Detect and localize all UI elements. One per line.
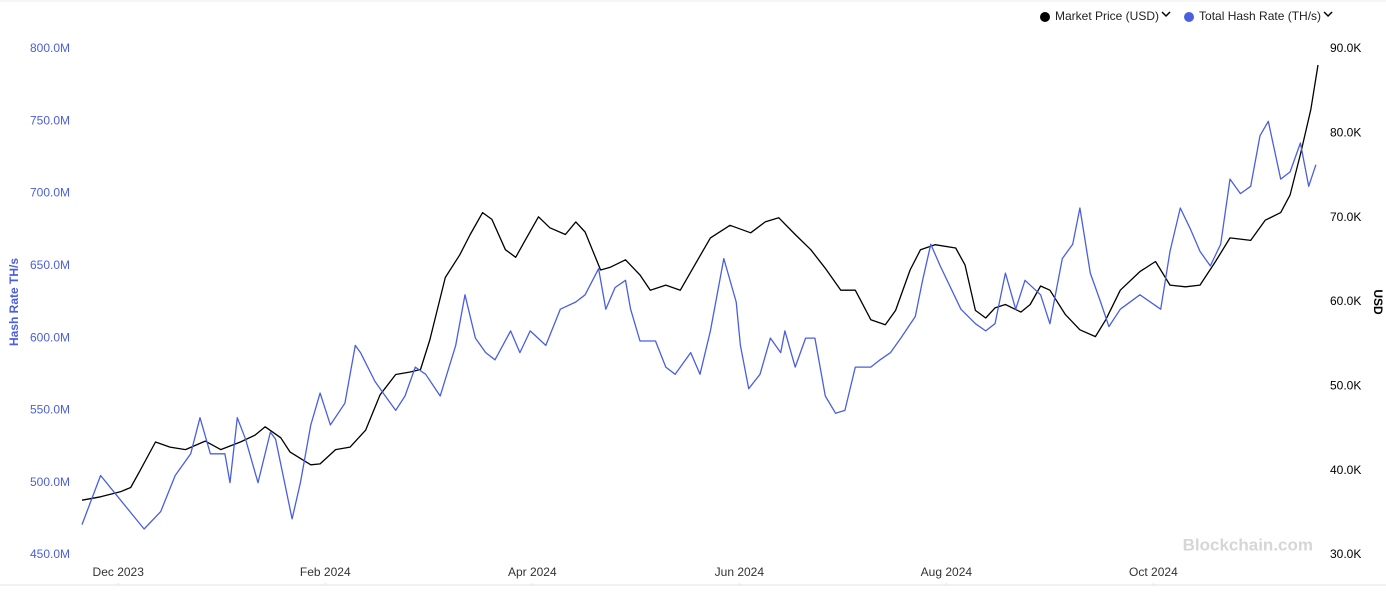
- y-tick-label: 550.0M: [30, 403, 70, 417]
- y2-tick-label: 80.0K: [1330, 126, 1361, 140]
- legend-chevron[interactable]: [1323, 11, 1333, 18]
- y2-tick-label: 40.0K: [1330, 463, 1361, 477]
- y-tick-label: 500.0M: [30, 475, 70, 489]
- x-tick-label: Apr 2024: [508, 565, 557, 579]
- x-tick-label: Feb 2024: [300, 565, 351, 579]
- series-line: [81, 120, 1317, 530]
- y2-tick-label: 50.0K: [1330, 379, 1361, 393]
- y-tick-label: 600.0M: [30, 330, 70, 344]
- series-line: [81, 64, 1319, 501]
- y-tick-label: 650.0M: [30, 258, 70, 272]
- y-tick-label: 450.0M: [30, 547, 70, 561]
- y2-tick-label: 90.0K: [1330, 41, 1361, 55]
- y-tick-label: 700.0M: [30, 186, 70, 200]
- y-tick-label: 750.0M: [30, 113, 70, 127]
- y2-tick-label: 60.0K: [1330, 294, 1361, 308]
- y2-tick-label: 30.0K: [1330, 547, 1361, 561]
- watermark: Blockchain.com: [1183, 535, 1313, 554]
- y2-axis-title: USD: [1371, 289, 1385, 315]
- x-tick-label: Aug 2024: [921, 565, 973, 579]
- y2-tick-label: 70.0K: [1330, 210, 1361, 224]
- legend-chevron[interactable]: [1161, 11, 1171, 18]
- legend-swatch[interactable]: [1184, 12, 1195, 22]
- x-tick-label: Dec 2023: [93, 565, 145, 579]
- y-axis-title: Hash Rate TH/s: [7, 258, 21, 346]
- legend-swatch[interactable]: [1040, 12, 1050, 22]
- y-tick-label: 800.0M: [30, 41, 70, 55]
- x-tick-label: Oct 2024: [1129, 565, 1178, 579]
- legend-label[interactable]: Market Price (USD): [1055, 9, 1159, 23]
- x-tick-label: Jun 2024: [715, 565, 765, 579]
- legend-label[interactable]: Total Hash Rate (TH/s): [1199, 9, 1321, 23]
